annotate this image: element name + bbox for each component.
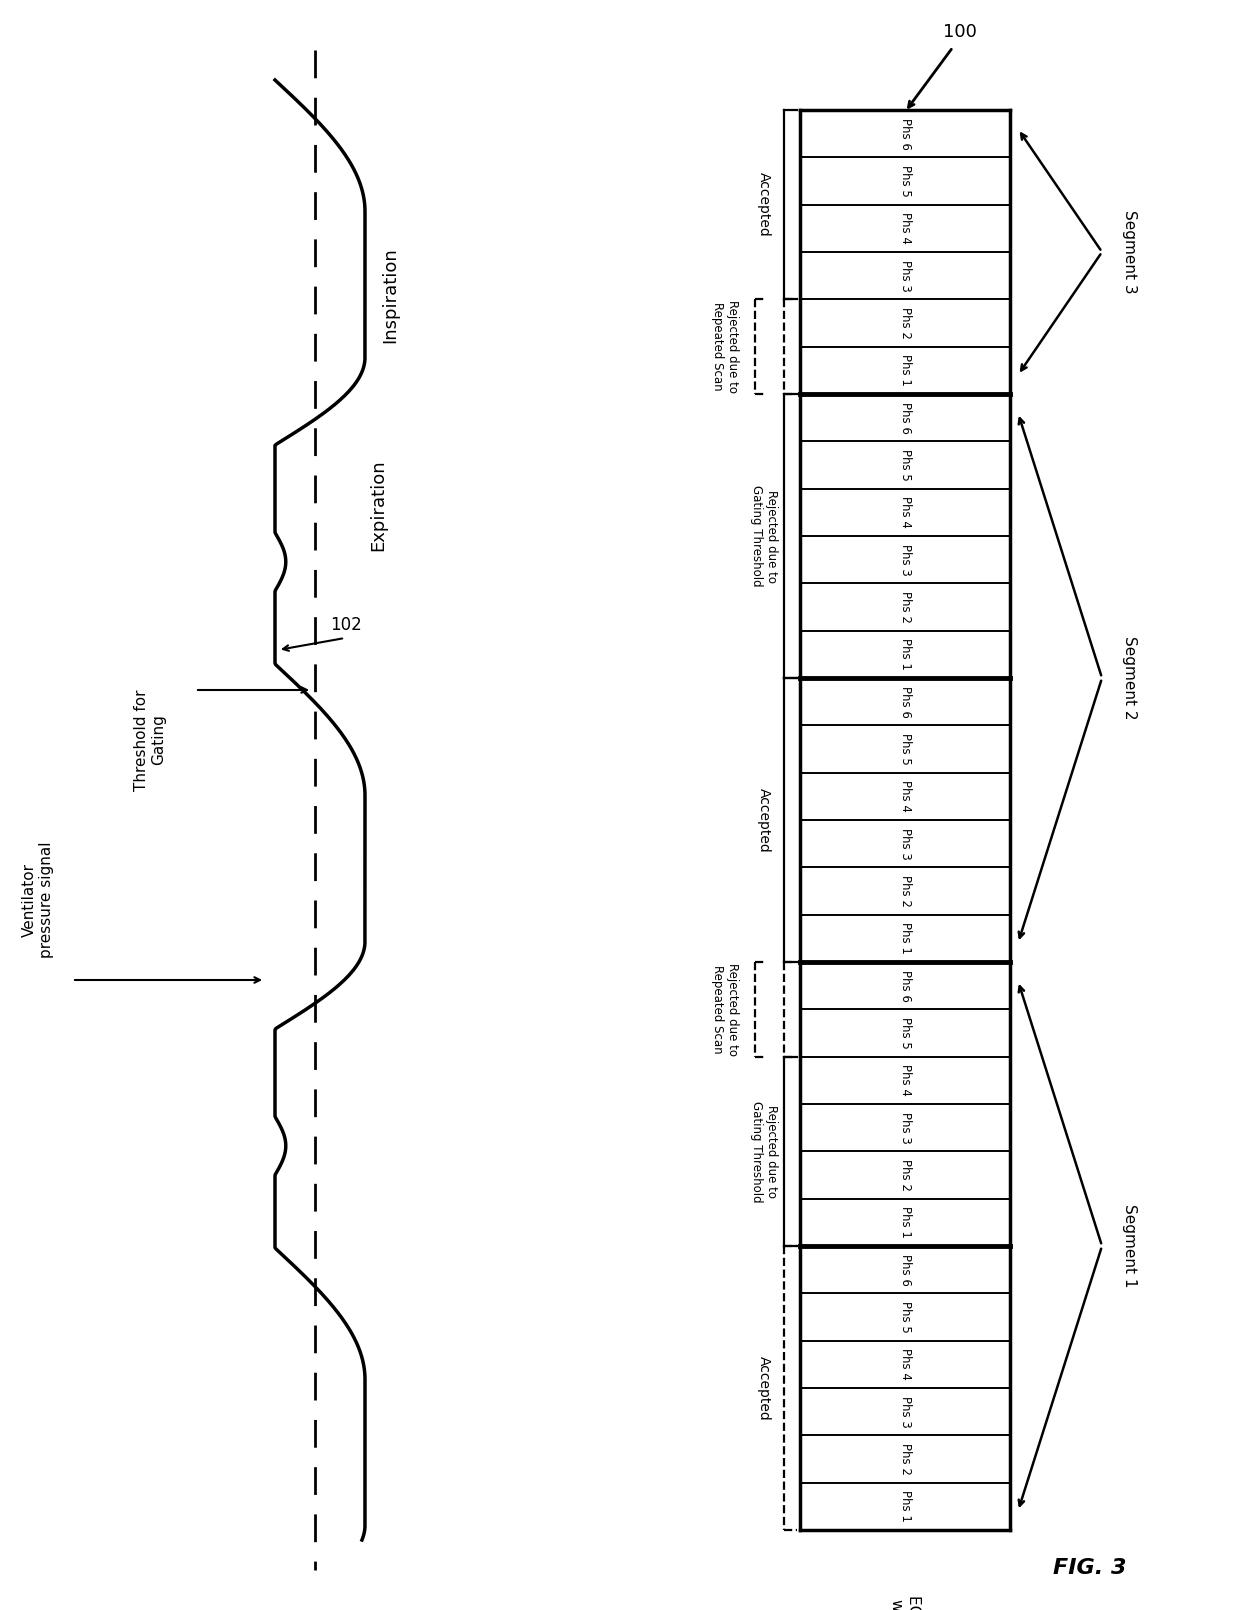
Bar [800, 1199, 1011, 1246]
Text: Phs 5: Phs 5 [899, 1301, 911, 1333]
Text: Phs 3: Phs 3 [899, 828, 911, 860]
Text: Phs 5: Phs 5 [899, 1018, 911, 1048]
Text: 102: 102 [330, 617, 362, 634]
Text: Phs 3: Phs 3 [899, 544, 911, 575]
Text: Inspiration: Inspiration [381, 246, 399, 343]
Text: Phs 5: Phs 5 [899, 733, 911, 765]
Bar [800, 441, 1011, 489]
Text: Phs 1: Phs 1 [899, 354, 911, 386]
Bar [800, 536, 1011, 583]
Text: Rejected due to
Gating Threshold: Rejected due to Gating Threshold [750, 1101, 777, 1203]
Text: Phs 6: Phs 6 [899, 686, 911, 718]
Bar [800, 253, 1011, 299]
Bar [800, 773, 1011, 819]
Bar [800, 678, 1011, 726]
Text: Phs 1: Phs 1 [899, 1206, 911, 1238]
Bar [800, 394, 1011, 441]
Text: Phs 2: Phs 2 [899, 876, 911, 906]
Bar [800, 1341, 1011, 1388]
Text: Phs 4: Phs 4 [899, 1064, 911, 1096]
Bar [800, 158, 1011, 204]
Bar [800, 914, 1011, 963]
Text: Accepted: Accepted [756, 1356, 771, 1420]
Text: Phs 4: Phs 4 [899, 781, 911, 813]
Bar [800, 1104, 1011, 1151]
Text: Phs 6: Phs 6 [899, 969, 911, 1001]
Text: Phs 2: Phs 2 [899, 591, 911, 623]
Text: Phs 6: Phs 6 [899, 118, 911, 150]
Text: Rejected due to
Repeated Scan: Rejected due to Repeated Scan [711, 963, 739, 1056]
Bar [800, 819, 1011, 868]
Text: Phs 3: Phs 3 [899, 1396, 911, 1428]
Text: ECG R
wave: ECG R wave [889, 1596, 921, 1610]
Bar [800, 963, 1011, 1009]
Bar [800, 726, 1011, 773]
Bar [800, 1293, 1011, 1341]
Text: 100: 100 [944, 23, 977, 40]
Bar [800, 1483, 1011, 1530]
Text: Threshold for
Gating: Threshold for Gating [134, 689, 166, 791]
Text: Ventilator
pressure signal: Ventilator pressure signal [22, 842, 55, 958]
Text: Expiration: Expiration [370, 459, 387, 551]
Text: Phs 6: Phs 6 [899, 402, 911, 433]
Text: FIG. 3: FIG. 3 [1053, 1558, 1127, 1578]
Text: Phs 3: Phs 3 [899, 1113, 911, 1143]
Bar [800, 109, 1011, 158]
Text: Phs 5: Phs 5 [899, 166, 911, 196]
Bar [800, 1436, 1011, 1483]
Bar [800, 631, 1011, 678]
Text: Phs 2: Phs 2 [899, 1443, 911, 1475]
Text: Phs 4: Phs 4 [899, 496, 911, 528]
Text: Accepted: Accepted [756, 172, 771, 237]
Bar [800, 583, 1011, 631]
Text: Phs 4: Phs 4 [899, 1349, 911, 1380]
Text: Phs 1: Phs 1 [899, 923, 911, 955]
Text: Phs 4: Phs 4 [899, 213, 911, 245]
Text: Phs 5: Phs 5 [899, 449, 911, 481]
Text: Phs 1: Phs 1 [899, 1491, 911, 1523]
Text: Segment 3: Segment 3 [1122, 211, 1137, 293]
Bar [800, 1009, 1011, 1056]
Bar [800, 1388, 1011, 1436]
Bar [800, 299, 1011, 346]
Text: Phs 3: Phs 3 [899, 259, 911, 291]
Text: Segment 1: Segment 1 [1122, 1204, 1137, 1288]
Text: Rejected due to
Repeated Scan: Rejected due to Repeated Scan [711, 299, 739, 393]
Text: Rejected due to
Gating Threshold: Rejected due to Gating Threshold [750, 485, 777, 586]
Bar [800, 204, 1011, 253]
Bar [800, 868, 1011, 914]
Bar [800, 1246, 1011, 1293]
Text: Accepted: Accepted [756, 787, 771, 852]
Text: Phs 6: Phs 6 [899, 1254, 911, 1286]
Bar [800, 489, 1011, 536]
Text: Phs 2: Phs 2 [899, 308, 911, 340]
Text: Segment 2: Segment 2 [1122, 636, 1137, 720]
Text: Phs 1: Phs 1 [899, 639, 911, 670]
Bar [800, 346, 1011, 394]
Bar [800, 1151, 1011, 1199]
Text: Phs 2: Phs 2 [899, 1159, 911, 1191]
Bar [800, 1056, 1011, 1104]
